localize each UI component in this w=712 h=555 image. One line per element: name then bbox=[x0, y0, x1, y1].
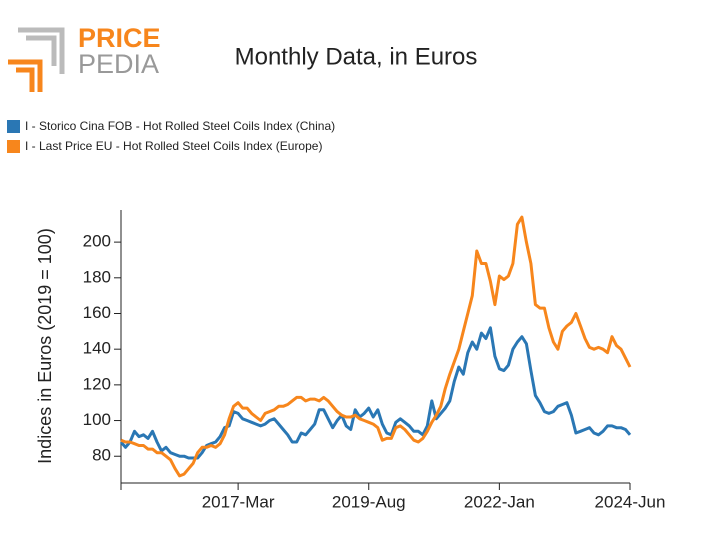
x-tick-label: 2022-Jan bbox=[464, 492, 535, 511]
logo-mark bbox=[8, 59, 43, 92]
y-axis-label: Indices in Euros (2019 = 100) bbox=[35, 228, 55, 464]
logo-mark bbox=[26, 35, 57, 66]
logo-text: PEDIA bbox=[78, 49, 159, 79]
legend-swatch bbox=[7, 120, 20, 133]
y-tick-label: 100 bbox=[83, 410, 111, 429]
logo-text: PRICE bbox=[78, 23, 161, 53]
legend-label: I - Storico Cina FOB - Hot Rolled Steel … bbox=[25, 119, 335, 133]
y-tick-label: 180 bbox=[83, 267, 111, 286]
legend-swatch bbox=[7, 140, 20, 153]
x-tick-label: 2017-Mar bbox=[202, 492, 275, 511]
y-tick-label: 140 bbox=[83, 339, 111, 358]
y-tick-label: 120 bbox=[83, 374, 111, 393]
logo-mark bbox=[16, 67, 35, 92]
y-tick-label: 80 bbox=[92, 446, 111, 465]
y-tick-label: 200 bbox=[83, 232, 111, 251]
y-tick-label: 160 bbox=[83, 303, 111, 322]
logo-mark bbox=[18, 27, 65, 74]
logo: PRICE PEDIA bbox=[8, 23, 161, 92]
x-tick-label: 2024-Jun bbox=[595, 492, 666, 511]
x-tick-label: 2019-Aug bbox=[332, 492, 406, 511]
chart-title: Monthly Data, in Euros bbox=[235, 43, 478, 70]
series-line bbox=[120, 215, 632, 478]
legend-label: I - Last Price EU - Hot Rolled Steel Coi… bbox=[25, 139, 322, 153]
series-line bbox=[119, 326, 632, 460]
